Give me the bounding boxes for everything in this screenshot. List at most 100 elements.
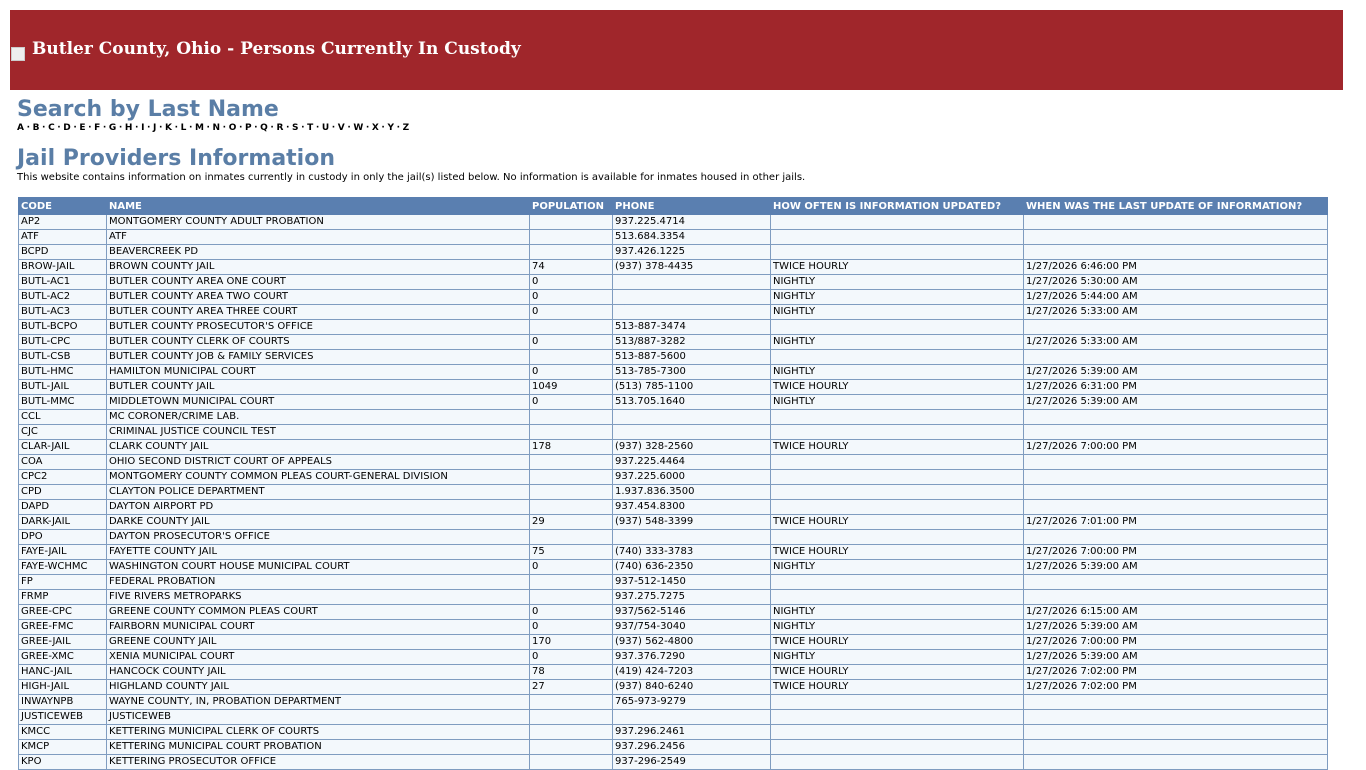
letter-link[interactable]: W xyxy=(345,123,364,133)
table-cell xyxy=(770,574,1024,590)
table-cell: 937.376.7290 xyxy=(612,649,771,665)
table-cell xyxy=(1023,754,1328,770)
table-cell: 937/562-5146 xyxy=(612,604,771,620)
table-cell: 937.296.2461 xyxy=(612,724,771,740)
letter-link[interactable]: K xyxy=(156,123,172,133)
table-cell: GREE-XMC xyxy=(18,649,107,665)
table-cell xyxy=(529,409,613,425)
table-cell xyxy=(529,229,613,245)
letter-link[interactable]: Z xyxy=(394,123,409,133)
letter-link[interactable]: P xyxy=(236,123,251,133)
table-row: DAPD DAYTON AIRPORT PD 937.454.8300 xyxy=(18,499,1328,515)
table-row: GREE-XMC XENIA MUNICIPAL COURT 0 937.376.72… xyxy=(18,649,1328,665)
letter-link[interactable]: O xyxy=(220,123,236,133)
table-cell: HANC-JAIL xyxy=(18,664,107,680)
table-cell: 765-973-9279 xyxy=(612,694,771,710)
table-cell: BUTL-CPC xyxy=(18,334,107,350)
table-cell xyxy=(529,754,613,770)
table-cell: DAYTON AIRPORT PD xyxy=(106,499,530,515)
column-header: CODE xyxy=(18,197,107,215)
table-cell xyxy=(1023,214,1328,230)
table-cell: 74 xyxy=(529,259,613,275)
table-cell: HIGHLAND COUNTY JAIL xyxy=(106,679,530,695)
table-cell: 1/27/2026 5:44:00 AM xyxy=(1023,289,1328,305)
table-cell xyxy=(612,304,771,320)
table-row: CPD CLAYTON POLICE DEPARTMENT 1.937.836.35… xyxy=(18,484,1328,500)
table-cell xyxy=(770,349,1024,365)
table-cell: BUTL-JAIL xyxy=(18,379,107,395)
table-cell: 1049 xyxy=(529,379,613,395)
table-cell: 0 xyxy=(529,649,613,665)
table-cell: BCPD xyxy=(18,244,107,260)
letter-link[interactable]: C xyxy=(39,123,54,133)
table-cell: FAIRBORN MUNICIPAL COURT xyxy=(106,619,530,635)
table-cell: TWICE HOURLY xyxy=(770,544,1024,560)
table-cell xyxy=(770,754,1024,770)
table-cell: BUTL-HMC xyxy=(18,364,107,380)
table-cell: 0 xyxy=(529,304,613,320)
table-row: GREE-FMC FAIRBORN MUNICIPAL COURT 0 937/754… xyxy=(18,619,1328,635)
letter-link[interactable]: S xyxy=(283,123,298,133)
table-cell xyxy=(1023,709,1328,725)
table-cell: DARKE COUNTY JAIL xyxy=(106,514,530,530)
table-cell: FAYETTE COUNTY JAIL xyxy=(106,544,530,560)
letter-link[interactable]: H xyxy=(116,123,132,133)
table-cell: 937/754-3040 xyxy=(612,619,771,635)
table-cell: 1/27/2026 6:31:00 PM xyxy=(1023,379,1328,395)
table-cell xyxy=(770,229,1024,245)
table-cell: FRMP xyxy=(18,589,107,605)
letter-link[interactable]: R xyxy=(268,123,284,133)
table-cell: 27 xyxy=(529,679,613,695)
letter-link[interactable]: V xyxy=(329,123,345,133)
letter-link[interactable]: J xyxy=(144,123,156,133)
letter-link[interactable]: L xyxy=(172,123,186,133)
table-cell xyxy=(529,589,613,605)
table-cell: FP xyxy=(18,574,107,590)
letter-link[interactable]: E xyxy=(71,123,86,133)
column-header: PHONE xyxy=(612,197,771,215)
letter-link[interactable]: F xyxy=(86,123,101,133)
table-cell: FAYE-JAIL xyxy=(18,544,107,560)
letter-link[interactable]: B xyxy=(24,123,39,133)
table-cell: NIGHTLY xyxy=(770,649,1024,665)
table-cell xyxy=(1023,694,1328,710)
letter-link[interactable]: A xyxy=(17,123,24,133)
letter-link[interactable]: X xyxy=(363,123,379,133)
letter-link[interactable]: D xyxy=(55,123,71,133)
table-cell: KMCP xyxy=(18,739,107,755)
table-cell: 0 xyxy=(529,289,613,305)
table-cell: (937) 328-2560 xyxy=(612,439,771,455)
table-cell xyxy=(770,244,1024,260)
table-cell: BROW-JAIL xyxy=(18,259,107,275)
table-row: BUTL-AC3 BUTLER COUNTY AREA THREE COURT 0 N… xyxy=(18,304,1328,320)
table-cell: HIGH-JAIL xyxy=(18,679,107,695)
table-cell: BUTLER COUNTY PROSECUTOR'S OFFICE xyxy=(106,319,530,335)
table-cell: BUTLER COUNTY JAIL xyxy=(106,379,530,395)
letter-link[interactable]: U xyxy=(313,123,329,133)
table-cell: (937) 562-4800 xyxy=(612,634,771,650)
letter-link[interactable]: G xyxy=(100,123,116,133)
table-cell: JUSTICEWEB xyxy=(18,709,107,725)
table-cell xyxy=(770,469,1024,485)
table-cell: 170 xyxy=(529,634,613,650)
table-cell: CCL xyxy=(18,409,107,425)
table-cell: 1/27/2026 6:15:00 AM xyxy=(1023,604,1328,620)
table-cell: 1/27/2026 5:30:00 AM xyxy=(1023,274,1328,290)
letter-link[interactable]: Q xyxy=(252,123,268,133)
table-cell: WAYNE COUNTY, IN, PROBATION DEPARTMENT xyxy=(106,694,530,710)
table-row: HIGH-JAIL HIGHLAND COUNTY JAIL 27 (937) 840… xyxy=(18,679,1328,695)
table-cell xyxy=(1023,229,1328,245)
table-row: DARK-JAIL DARKE COUNTY JAIL 29 (937) 548-33… xyxy=(18,514,1328,530)
letter-link[interactable]: Y xyxy=(379,123,394,133)
table-cell: DPO xyxy=(18,529,107,545)
letter-link[interactable]: T xyxy=(298,123,313,133)
table-cell: TWICE HOURLY xyxy=(770,514,1024,530)
table-cell xyxy=(770,694,1024,710)
table-cell: 513-887-5600 xyxy=(612,349,771,365)
letter-link[interactable]: M xyxy=(186,123,204,133)
table-row: KPO KETTERING PROSECUTOR OFFICE 937-296-25… xyxy=(18,754,1328,770)
letter-link[interactable]: I xyxy=(132,123,144,133)
letter-link[interactable]: N xyxy=(204,123,220,133)
table-cell: JUSTICEWEB xyxy=(106,709,530,725)
table-cell xyxy=(529,319,613,335)
